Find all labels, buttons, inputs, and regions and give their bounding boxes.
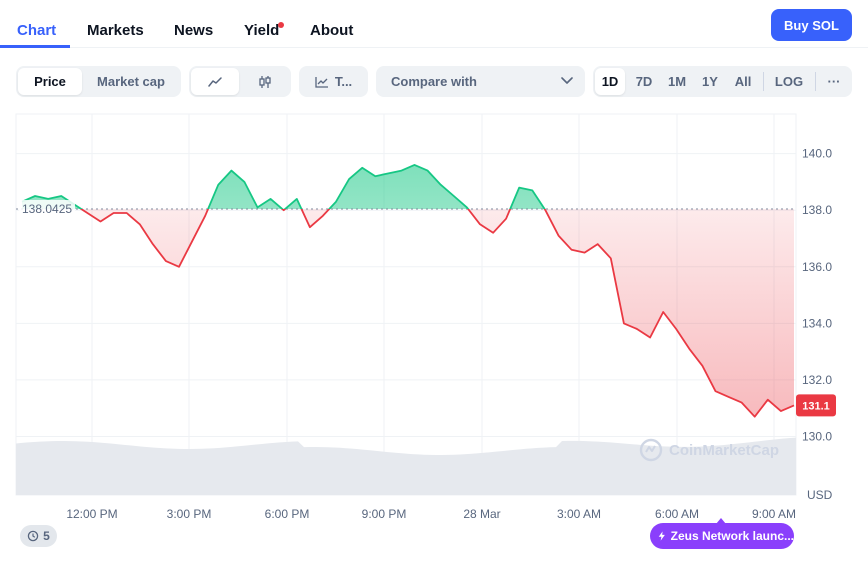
buy-sol-button[interactable]: Buy SOL bbox=[771, 9, 852, 41]
news-pointer bbox=[716, 518, 726, 524]
tab-markets[interactable]: Markets bbox=[87, 22, 144, 39]
chevron-down-icon bbox=[561, 77, 573, 84]
tab-yield[interactable]: Yield bbox=[244, 22, 280, 39]
tab-about[interactable]: About bbox=[310, 22, 354, 39]
lightning-icon bbox=[658, 531, 665, 541]
price-line-up bbox=[21, 164, 546, 209]
toolbar-divider-2 bbox=[815, 72, 816, 91]
price-chart[interactable]: 140.0 138.0 136.0 134.0 132.0 130.0 12:00 PM 3:… bbox=[0, 110, 868, 530]
range-7d-button[interactable]: 7D bbox=[635, 74, 653, 89]
indicator-label: T... bbox=[334, 74, 353, 89]
log-scale-button[interactable]: LOG bbox=[774, 74, 804, 89]
compare-label: Compare with bbox=[391, 74, 477, 89]
price-area bbox=[16, 164, 796, 417]
chart-type-toggle bbox=[189, 66, 291, 97]
y-tick-label: 134.0 bbox=[802, 316, 832, 330]
x-tick-label: 28 Mar bbox=[463, 507, 500, 521]
baseline-price-label: 138.0425 bbox=[22, 202, 72, 216]
x-tick-label: 3:00 PM bbox=[167, 507, 212, 521]
y-tick-label: 132.0 bbox=[802, 373, 832, 387]
price-line bbox=[21, 164, 795, 418]
area-below-baseline bbox=[22, 208, 794, 417]
x-tick-label: 9:00 PM bbox=[362, 507, 407, 521]
baseline-label-bg bbox=[19, 199, 75, 217]
toolbar-divider bbox=[763, 72, 764, 91]
line-chart-icon bbox=[208, 76, 222, 87]
volume-band bbox=[16, 437, 796, 495]
history-icon bbox=[27, 530, 39, 542]
y-tick-label: 138.0 bbox=[802, 203, 832, 217]
indicator-button[interactable]: T... bbox=[301, 68, 366, 95]
current-price-tag bbox=[796, 394, 836, 417]
events-count: 5 bbox=[43, 529, 50, 543]
x-tick-label: 3:00 AM bbox=[557, 507, 601, 521]
watermark-text: CoinMarketCap bbox=[669, 441, 780, 459]
range-all-button[interactable]: All bbox=[734, 74, 752, 89]
more-options-button[interactable]: ··· bbox=[827, 74, 841, 89]
price-line-down bbox=[79, 208, 795, 418]
candlestick-button[interactable] bbox=[241, 68, 289, 95]
metric-price-tab[interactable]: Price bbox=[18, 68, 82, 95]
chart-svg[interactable]: 140.0 138.0 136.0 134.0 132.0 130.0 12:00 PM 3:… bbox=[0, 110, 868, 530]
news-event-text: Zeus Network launc... bbox=[670, 529, 794, 543]
range-1y-button[interactable]: 1Y bbox=[702, 74, 718, 89]
currency-label: USD bbox=[807, 488, 833, 502]
y-tick-label: 136.0 bbox=[802, 260, 832, 274]
y-tick-label: 130.0 bbox=[802, 430, 832, 444]
range-1d-button[interactable]: 1D bbox=[595, 68, 625, 95]
metric-toggle: Price Market cap bbox=[16, 66, 181, 97]
area-above-baseline bbox=[22, 164, 545, 209]
metric-marketcap-tab[interactable]: Market cap bbox=[97, 74, 165, 89]
tab-news[interactable]: News bbox=[174, 22, 214, 39]
indicator-selector: T... bbox=[299, 66, 368, 97]
trend-icon bbox=[315, 76, 328, 88]
coinmarketcap-watermark: CoinMarketCap bbox=[639, 438, 779, 462]
axis-labels: 140.0 138.0 136.0 134.0 132.0 130.0 12:00 PM 3:… bbox=[19, 147, 836, 521]
x-tick-label: 12:00 PM bbox=[66, 507, 117, 521]
history-events-badge[interactable]: 5 bbox=[20, 525, 57, 547]
candlestick-icon bbox=[259, 75, 271, 88]
active-tab-indicator bbox=[0, 45, 70, 48]
cmc-logo-icon bbox=[639, 438, 663, 462]
y-tick-label: 140.0 bbox=[802, 147, 832, 161]
range-1m-button[interactable]: 1M bbox=[667, 74, 687, 89]
notification-dot bbox=[278, 22, 284, 28]
current-price-label: 131.1 bbox=[802, 400, 830, 412]
compare-with-dropdown[interactable]: Compare with bbox=[376, 66, 585, 97]
x-tick-label: 6:00 PM bbox=[265, 507, 310, 521]
line-chart-button[interactable] bbox=[191, 68, 239, 95]
x-tick-label: 9:00 AM bbox=[752, 507, 796, 521]
tab-chart[interactable]: Chart bbox=[17, 22, 57, 39]
top-nav: Chart Markets News Yield About Buy SOL bbox=[0, 0, 868, 48]
news-event-pill[interactable]: Zeus Network launc... bbox=[650, 523, 794, 549]
range-toggle: 1D 7D 1M 1Y All LOG ··· bbox=[593, 66, 852, 97]
volume-area bbox=[16, 437, 796, 495]
x-tick-label: 6:00 AM bbox=[655, 507, 699, 521]
